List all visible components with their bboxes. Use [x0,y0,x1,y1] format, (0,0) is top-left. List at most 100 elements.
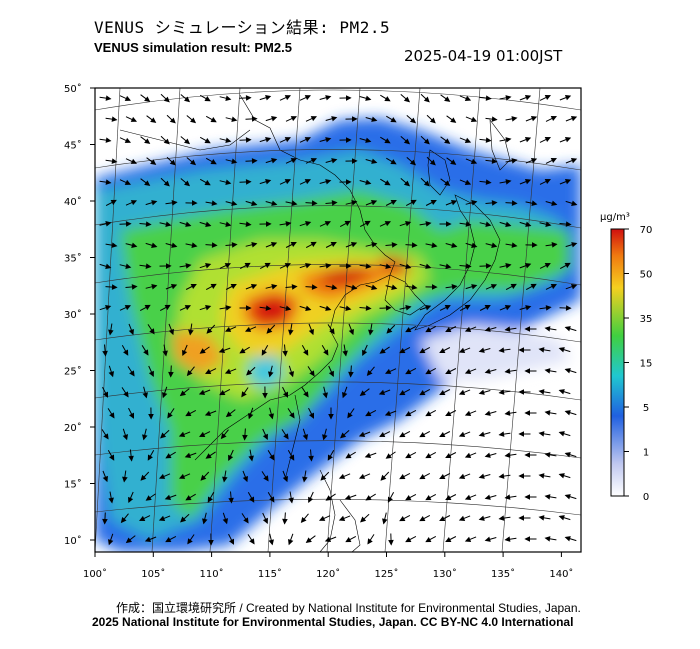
wind-arrow-head [190,284,197,290]
wind-arrow-head [390,200,397,206]
wind-arrow-head [399,431,406,438]
wind-arrow-head [288,538,294,546]
wind-arrow-head [444,138,451,144]
colorbar: 70 50 35 15 5 1 0 [610,225,652,503]
wind-arrow-head [206,327,213,334]
wind-arrow-head [565,305,572,311]
wind-arrow-head [171,242,178,248]
wind-arrow-head [359,390,366,396]
wind-arrow-head [470,158,478,164]
wind-arrow-head [311,284,318,290]
wind-arrow-head [564,410,571,416]
wind-arrow-head [308,412,314,419]
wind-arrow-head [225,95,232,101]
wind-arrow-head [419,432,426,438]
wind-arrow-head [291,284,298,290]
wind-arrow-head [302,476,308,483]
wind-arrow-head [491,158,498,164]
wind-arrow-head [524,137,532,143]
wind-arrow-head [385,263,392,269]
wind-arrow-head [165,536,172,543]
wind-arrow-head [386,327,393,334]
wind-arrow-head [390,159,397,165]
wind-arrow-head [231,242,238,248]
wind-arrow-head [379,431,386,438]
wind-arrow-head [311,200,318,206]
wind-arrow-head [105,137,112,143]
wind-arrow-head [558,515,565,521]
wind-arrow-head [322,392,328,399]
lon-tick-label: 140˚ [549,568,573,580]
wind-arrow-head [530,158,538,164]
wind-arrow-head [282,391,288,398]
wind-arrow-head [464,95,472,101]
wind-arrow-head [399,347,406,354]
wind-arrow-head [544,326,551,332]
wind-arrow-head [309,370,315,377]
wind-arrow-head [261,349,267,356]
wind-arrow-head [210,283,217,289]
wind-arrow-head [120,517,127,524]
wind-arrow-head [544,94,552,101]
wind-arrow-head [385,305,392,311]
wind-arrow-head [498,431,505,437]
wind-arrow-head [158,515,166,521]
wind-arrow-head [202,518,208,525]
wind-arrow-head [351,200,358,206]
wind-arrow-head [187,538,193,545]
wind-arrow-head [166,263,172,269]
wind-arrow-head [565,221,572,227]
lat-tick-label: 10˚ [64,535,82,547]
wind-arrow-head [558,431,565,437]
wind-arrow-head [160,432,167,439]
wind-arrow-head [310,116,318,122]
wind-arrow-head [330,242,337,248]
wind-arrow-head [269,454,275,461]
wind-arrow-head [405,410,412,417]
wind-arrow-head [464,452,472,458]
wind-arrow-head [350,242,358,248]
wind-arrow-head [405,452,412,459]
wind-arrow-head [511,200,518,206]
wind-arrow-head [244,326,252,332]
wind-arrow-head [169,159,176,166]
wind-arrow-head [365,305,372,311]
wind-arrow-head [188,329,194,336]
wind-arrow-head [570,116,578,122]
wind-arrow-head [305,305,312,312]
wind-arrow-head [391,242,398,248]
wind-arrow-head [344,220,351,227]
wind-arrow-head [464,368,472,374]
wind-arrow-head [524,410,530,416]
wind-arrow-head [439,389,446,395]
wind-arrow-head [367,538,373,545]
coastlines [119,94,511,552]
wind-arrow-head [165,453,172,459]
wind-arrow-head [370,200,378,206]
wind-arrow-head [245,221,252,227]
wind-arrow-head [144,304,151,311]
wind-arrow-head [384,368,392,374]
wind-arrow-head [248,455,254,462]
wind-arrow-head [265,305,272,311]
wind-arrow-head [271,115,278,122]
wind-arrow-head [531,200,538,207]
wind-arrow-head [538,515,545,521]
wind-arrow-head [399,515,406,522]
wind-arrow-head [458,389,466,395]
wind-arrow-head [423,138,430,145]
wind-arrow-head [140,474,147,481]
wind-arrow-head [331,158,338,164]
wind-arrow-head [371,158,378,164]
wind-arrow-head [564,95,572,101]
wind-arrow-head [530,283,537,289]
wind-arrow-head [425,411,432,417]
wind-arrow-head [411,284,418,290]
wind-arrow-head [125,537,133,544]
wind-arrow-head [564,452,571,458]
wind-arrow-head [464,410,472,416]
wind-arrow-head [544,410,551,416]
wind-arrow-head [550,157,558,164]
wind-arrow-head [358,431,366,437]
